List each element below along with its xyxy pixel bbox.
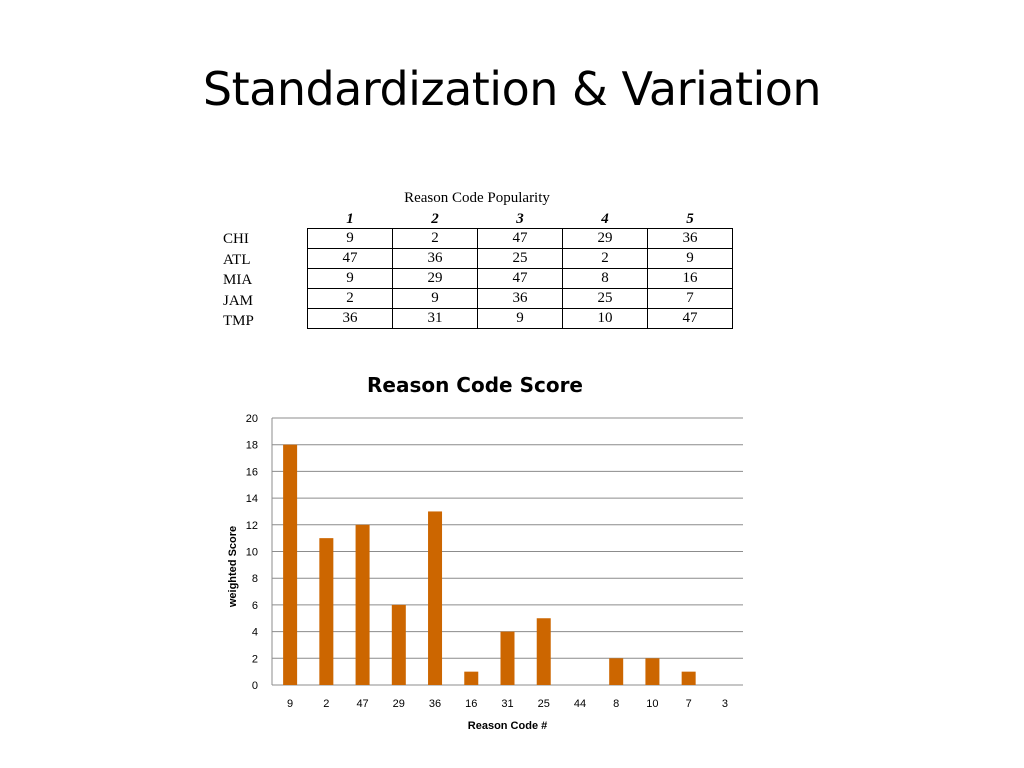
x-axis-title: Reason Code # bbox=[468, 720, 547, 732]
bar bbox=[500, 631, 515, 685]
bar bbox=[464, 671, 479, 685]
x-tick-label: 31 bbox=[501, 698, 513, 710]
y-tick-label: 8 bbox=[252, 573, 258, 585]
bar bbox=[283, 444, 298, 685]
bar bbox=[536, 618, 551, 685]
chart-title: Reason Code Score bbox=[367, 373, 583, 397]
table-cell: 10 bbox=[562, 308, 648, 329]
table-cell: 9 bbox=[477, 308, 563, 329]
y-tick-label: 0 bbox=[252, 680, 258, 692]
y-tick-label: 18 bbox=[246, 440, 258, 452]
bar bbox=[391, 604, 406, 685]
y-tick-label: 14 bbox=[246, 493, 258, 505]
table-caption: Reason Code Popularity bbox=[404, 190, 550, 206]
y-tick-label: 16 bbox=[246, 466, 258, 478]
bar bbox=[428, 511, 443, 685]
popularity-table: 1 2 3 4 5 9 2 47 29 36 47 36 25 2 9 9 29… bbox=[307, 210, 733, 329]
x-tick-label: 8 bbox=[613, 698, 619, 710]
slide-title: Standardization & Variation bbox=[202, 62, 822, 116]
row-label: JAM bbox=[223, 292, 254, 309]
x-tick-label: 2 bbox=[323, 698, 329, 710]
y-tick-label: 12 bbox=[246, 520, 258, 532]
column-header: 1 bbox=[346, 210, 354, 227]
x-tick-label: 36 bbox=[429, 698, 441, 710]
bar bbox=[681, 671, 696, 685]
x-tick-label: 10 bbox=[646, 698, 658, 710]
x-tick-label: 16 bbox=[465, 698, 477, 710]
bar bbox=[355, 524, 370, 685]
table-cell: 47 bbox=[647, 308, 733, 329]
x-tick-label: 29 bbox=[393, 698, 405, 710]
row-label: CHI bbox=[223, 231, 249, 247]
x-tick-label: 25 bbox=[538, 698, 550, 710]
y-tick-label: 4 bbox=[252, 627, 258, 639]
y-tick-label: 10 bbox=[246, 547, 258, 559]
table-cell: 31 bbox=[392, 308, 478, 329]
y-tick-label: 6 bbox=[252, 600, 258, 612]
x-tick-label: 7 bbox=[686, 698, 692, 710]
row-label: MIA bbox=[223, 272, 253, 288]
table-header-row: 1 2 3 4 5 bbox=[308, 210, 733, 229]
bar bbox=[645, 658, 660, 685]
row-label: ATL bbox=[223, 251, 251, 268]
column-header: 5 bbox=[686, 210, 694, 227]
table-cell: 36 bbox=[307, 308, 393, 329]
column-header: 2 bbox=[431, 210, 439, 227]
y-tick-label: 2 bbox=[252, 653, 258, 665]
table-row-labels: CHI ATL MIA JAM TMP bbox=[223, 229, 254, 332]
table-row: 36 31 9 10 47 bbox=[307, 308, 733, 329]
table-row: 9 2 47 29 36 bbox=[307, 228, 733, 249]
column-header: 4 bbox=[601, 210, 609, 227]
row-label: TMP bbox=[223, 313, 254, 329]
y-tick-label: 20 bbox=[246, 413, 258, 425]
bar bbox=[609, 658, 624, 685]
x-tick-label: 47 bbox=[356, 698, 368, 710]
x-tick-label: 44 bbox=[574, 698, 586, 710]
table-cell: 47 bbox=[307, 248, 393, 269]
x-tick-label: 3 bbox=[722, 698, 728, 710]
column-header: 3 bbox=[516, 210, 524, 227]
x-tick-label: 9 bbox=[287, 698, 293, 710]
bar bbox=[319, 538, 334, 685]
y-axis-title: weighted Score bbox=[227, 526, 239, 608]
